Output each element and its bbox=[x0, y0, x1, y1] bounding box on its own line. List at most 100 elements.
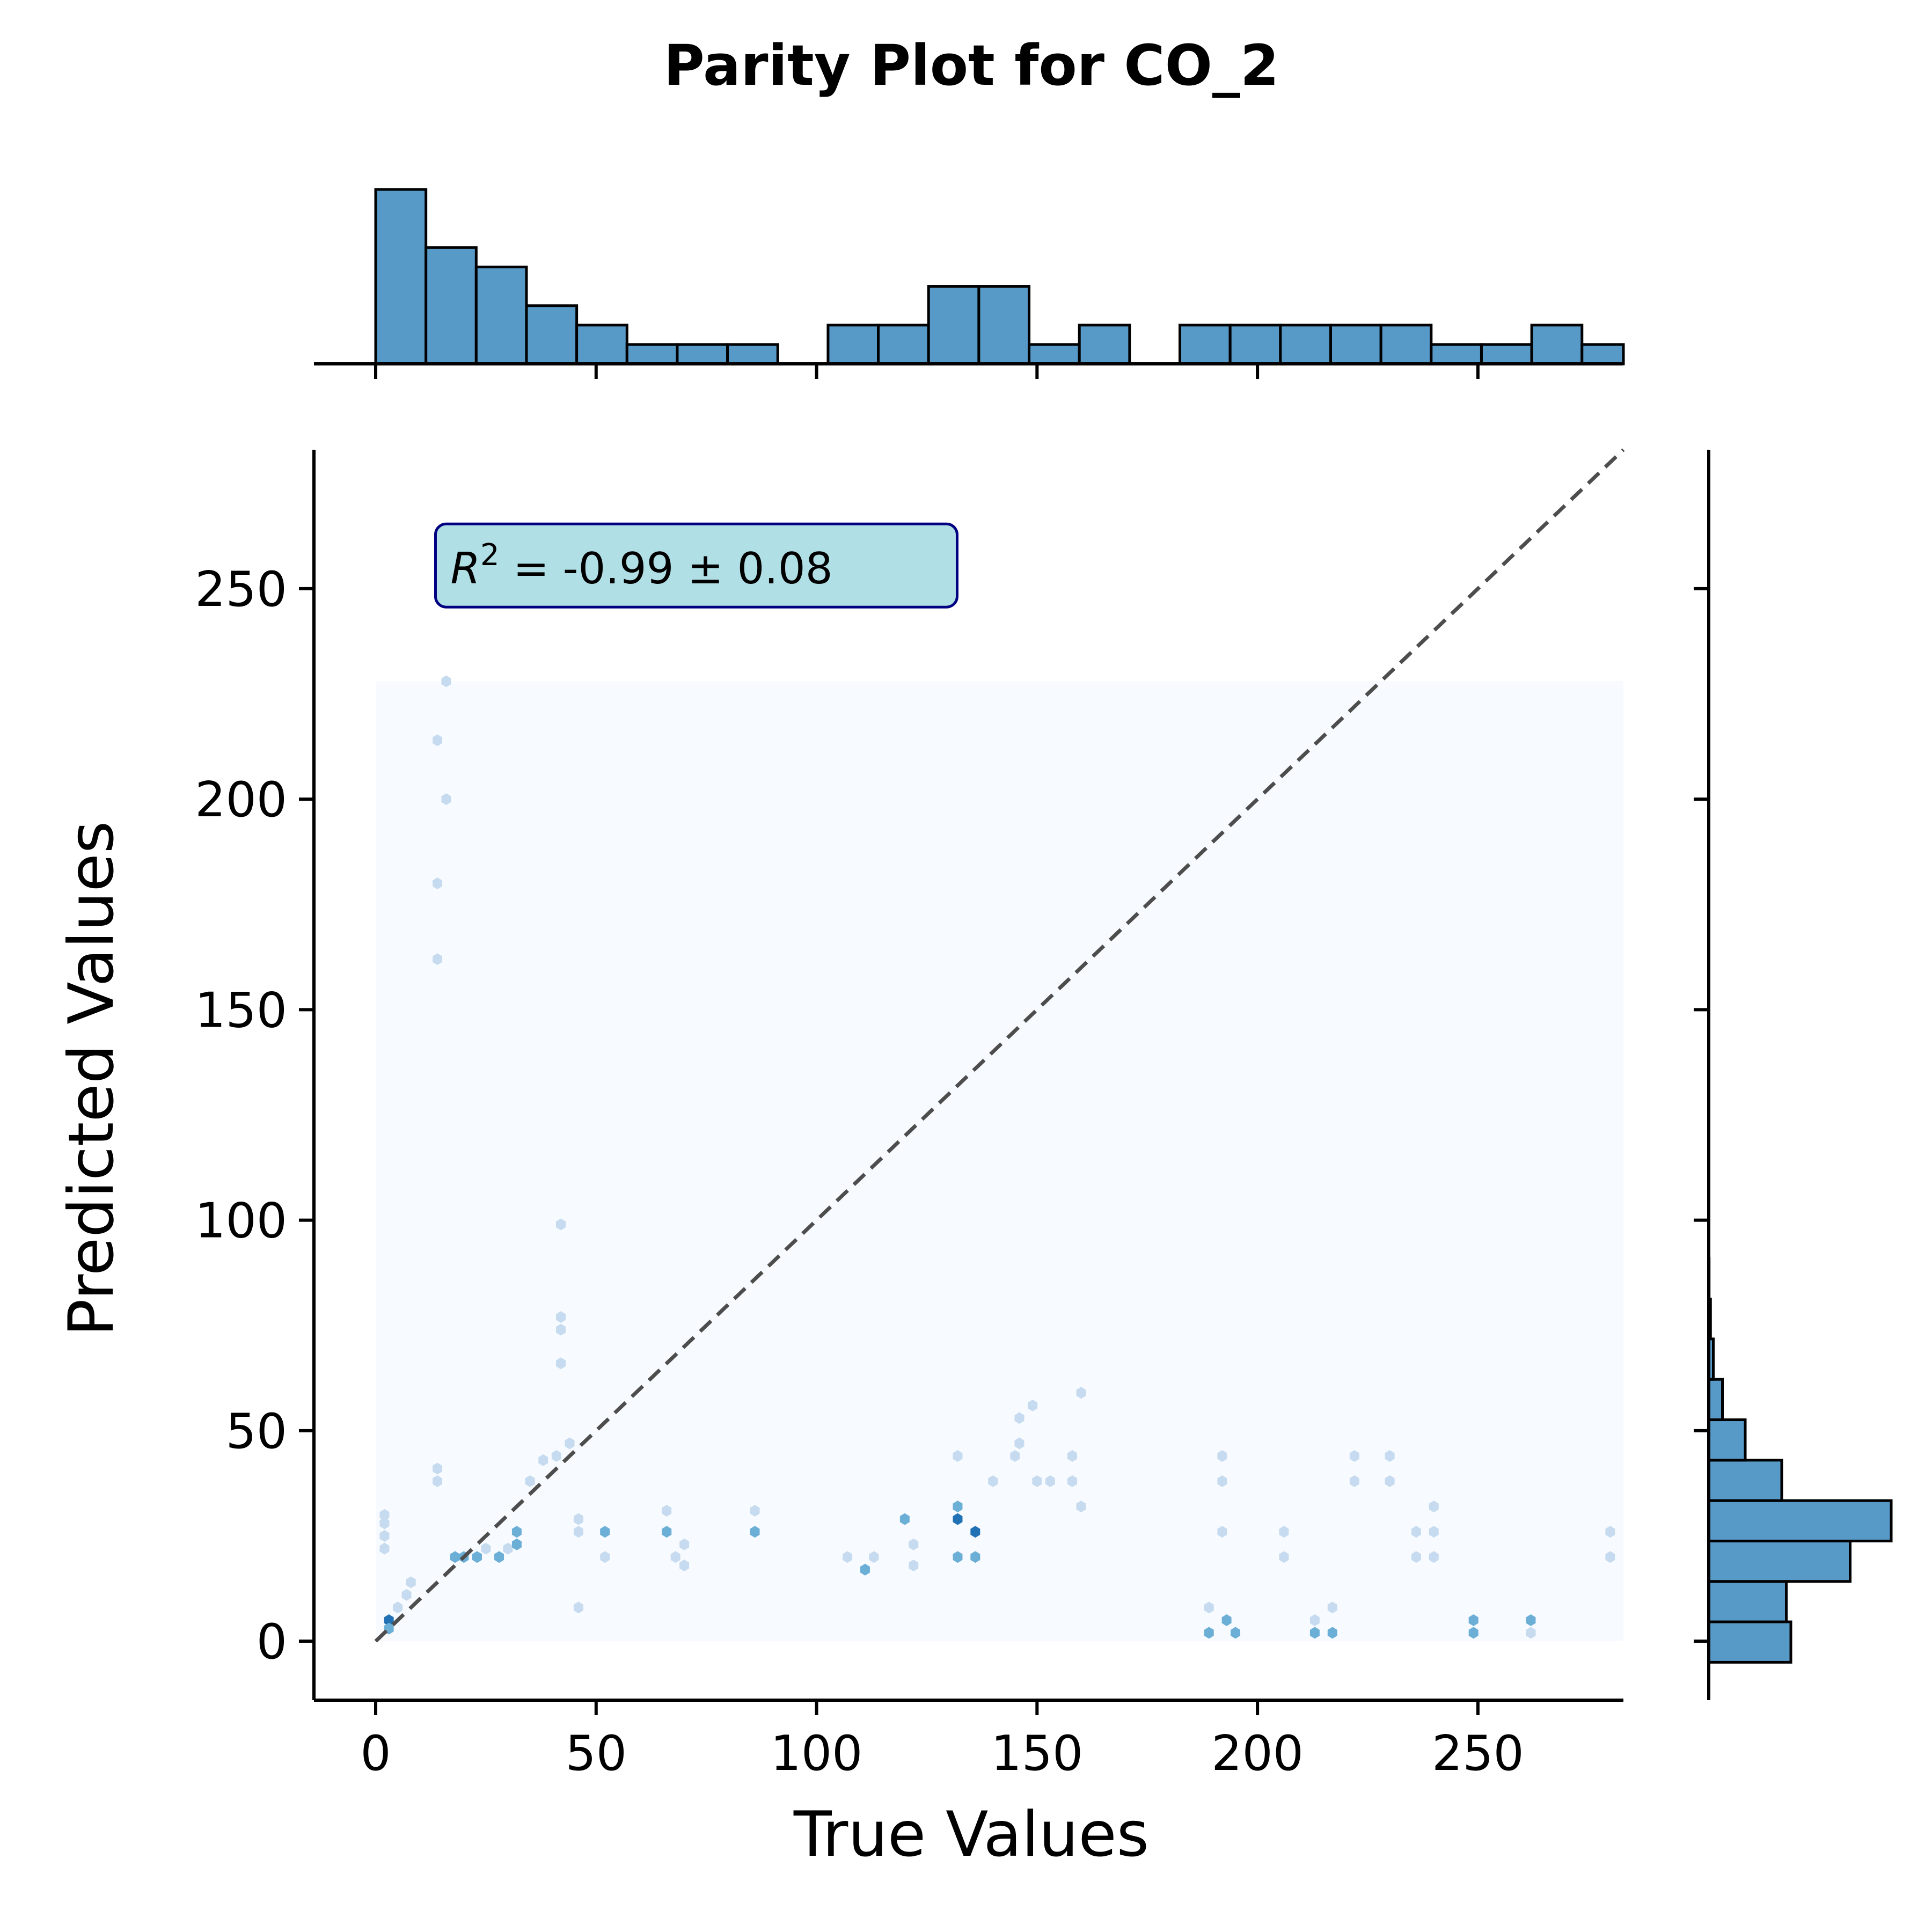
hex-cell bbox=[1468, 1614, 1479, 1626]
right-histogram-ticks bbox=[1694, 587, 1709, 1643]
top-histogram-bar bbox=[1379, 324, 1433, 365]
top-histogram-bar bbox=[1228, 324, 1282, 365]
hex-cell bbox=[1309, 1627, 1320, 1639]
y-tick-label: 200 bbox=[195, 772, 287, 828]
chart-title: Parity Plot for CO_2 bbox=[664, 33, 1279, 98]
hex-cell bbox=[1028, 1399, 1038, 1411]
hex-cell bbox=[843, 1551, 853, 1563]
hex-cell bbox=[1605, 1551, 1615, 1563]
y-tick-label: 50 bbox=[225, 1403, 287, 1460]
right-histogram-bar bbox=[1707, 1459, 1783, 1502]
x-tick-label: 100 bbox=[771, 1725, 863, 1782]
hex-cell bbox=[899, 1513, 910, 1525]
hex-cell bbox=[556, 1323, 566, 1336]
top-histogram-bar bbox=[676, 343, 729, 365]
hex-cell bbox=[970, 1526, 980, 1538]
top-histogram-bar bbox=[525, 304, 579, 365]
hex-cell bbox=[450, 1551, 460, 1563]
hex-cell bbox=[909, 1538, 919, 1550]
hex-cell bbox=[1076, 1501, 1086, 1513]
hex-cell bbox=[433, 953, 443, 965]
top-histogram-bar bbox=[977, 285, 1031, 365]
hex-cell bbox=[1067, 1475, 1078, 1488]
hex-cell bbox=[1045, 1475, 1055, 1488]
hex-cell bbox=[1385, 1475, 1395, 1488]
hex-cell bbox=[551, 1450, 561, 1462]
hex-cell bbox=[1411, 1526, 1421, 1538]
hex-cell bbox=[1429, 1526, 1439, 1538]
y-tick-label: 0 bbox=[257, 1614, 287, 1670]
hex-cell bbox=[662, 1504, 672, 1517]
x-tick-label: 250 bbox=[1432, 1725, 1524, 1782]
x-tick-label: 150 bbox=[991, 1725, 1083, 1782]
hex-cell bbox=[1385, 1450, 1395, 1462]
hex-cell bbox=[909, 1559, 919, 1571]
top-histogram-bar bbox=[1179, 324, 1232, 365]
hex-cell bbox=[750, 1526, 760, 1538]
hexbin-background bbox=[376, 681, 1623, 1642]
hex-cell bbox=[379, 1530, 390, 1542]
hex-cell bbox=[1279, 1526, 1289, 1538]
hex-cell bbox=[406, 1576, 416, 1589]
hex-cell bbox=[988, 1475, 998, 1488]
y-tick-label: 250 bbox=[195, 561, 287, 618]
r2-exponent: 2 bbox=[480, 538, 500, 573]
hex-cell bbox=[1468, 1627, 1479, 1639]
top-histogram-bar bbox=[1480, 343, 1533, 365]
hex-cell bbox=[1076, 1387, 1086, 1399]
right-histogram-bar bbox=[1707, 1418, 1747, 1462]
hex-cell bbox=[1526, 1627, 1536, 1639]
hex-cell bbox=[441, 675, 451, 687]
hex-cell bbox=[565, 1437, 575, 1450]
y-axis-label: Predicted Values bbox=[55, 821, 128, 1336]
r2-annotation-text: R2 = -0.99 ± 0.08 bbox=[450, 538, 832, 594]
top-histogram-bar bbox=[826, 324, 880, 365]
hex-cell bbox=[1309, 1614, 1320, 1626]
axes: 0 50 100 150 200 250 0 50 100 150 200 250 bbox=[195, 362, 1710, 1782]
hex-cell bbox=[538, 1454, 548, 1466]
top-histogram bbox=[374, 188, 1625, 365]
hex-cell bbox=[1204, 1627, 1214, 1639]
x-tick-label: 0 bbox=[360, 1725, 391, 1782]
top-histogram-bar bbox=[425, 246, 478, 365]
r2-annotation: R2 = -0.99 ± 0.08 bbox=[434, 522, 958, 609]
x-tick-label: 50 bbox=[566, 1725, 627, 1782]
hex-cell bbox=[556, 1311, 566, 1323]
hex-cell bbox=[1327, 1601, 1337, 1614]
top-histogram-bar bbox=[927, 285, 980, 365]
hex-cell bbox=[1429, 1551, 1439, 1563]
top-histogram-bar bbox=[1028, 343, 1081, 365]
hex-cell bbox=[953, 1501, 963, 1513]
top-histogram-bar bbox=[1530, 324, 1584, 365]
hex-cell bbox=[1349, 1475, 1359, 1488]
parity-diagonal-line bbox=[374, 448, 1625, 1643]
hex-cell bbox=[503, 1542, 513, 1555]
hex-cell bbox=[1217, 1526, 1227, 1538]
hex-cell bbox=[433, 1462, 443, 1475]
hex-cell bbox=[1032, 1475, 1042, 1488]
top-histogram-bar bbox=[877, 324, 930, 365]
hex-cell bbox=[573, 1513, 583, 1525]
hex-cell bbox=[662, 1526, 672, 1538]
top-histogram-bar bbox=[374, 188, 428, 365]
hex-cell bbox=[379, 1517, 390, 1529]
hex-cell bbox=[1349, 1450, 1359, 1462]
top-histogram-bar bbox=[726, 343, 779, 365]
top-histogram-bar bbox=[1329, 324, 1382, 365]
hex-cell bbox=[860, 1563, 870, 1576]
hex-cell bbox=[1411, 1551, 1421, 1563]
hexbin-cells bbox=[379, 675, 1615, 1639]
top-histogram-bar bbox=[575, 324, 628, 365]
right-histogram-bar bbox=[1707, 1580, 1788, 1623]
y-ticks: 0 50 100 150 200 250 bbox=[195, 561, 314, 1670]
hex-cell bbox=[679, 1538, 690, 1550]
hex-cell bbox=[1067, 1450, 1078, 1462]
right-histogram-bar bbox=[1707, 1499, 1893, 1542]
right-histogram bbox=[1707, 691, 1893, 1664]
top-histogram-bar bbox=[474, 265, 528, 365]
hex-cell bbox=[393, 1601, 403, 1614]
hex-cell bbox=[441, 793, 451, 806]
y-tick-label: 150 bbox=[195, 982, 287, 1038]
hex-cell bbox=[869, 1551, 879, 1563]
